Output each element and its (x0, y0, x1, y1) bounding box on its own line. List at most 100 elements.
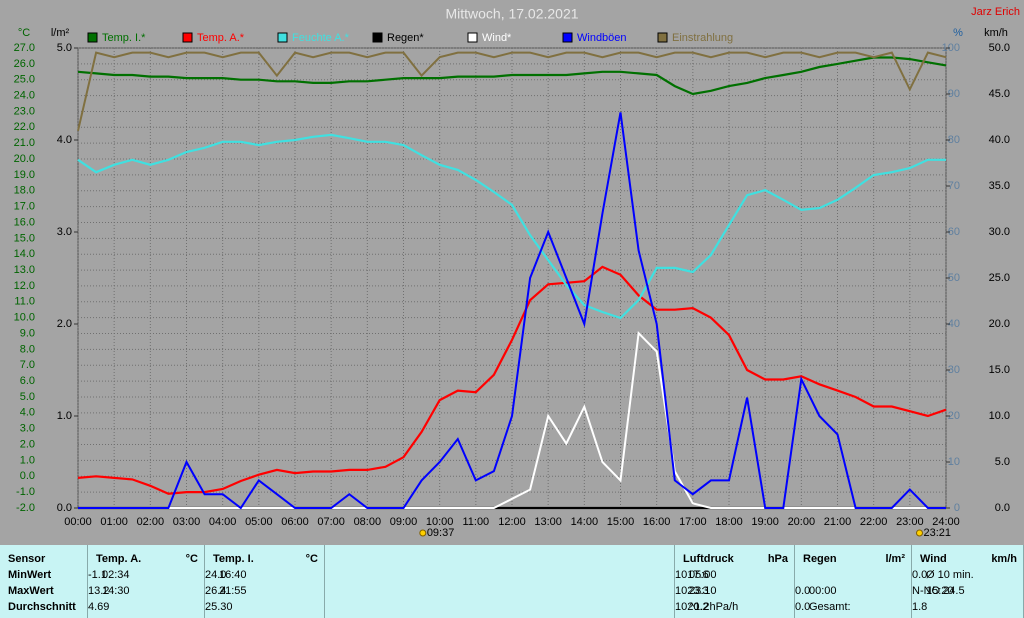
y-tick-label: 11.0 (14, 296, 35, 308)
table-cell: 00:00 (809, 585, 837, 597)
y-tick-label: 8.0 (20, 343, 35, 355)
legend-swatch (372, 32, 383, 43)
y-tick-label: 0.0 (57, 502, 72, 514)
table-cell: 1023.3 (675, 585, 709, 597)
table-section (325, 545, 675, 618)
y-tick-label: 60 (948, 226, 960, 238)
table-section: Temp. A. °C 02:34 -1.1 14:30 13.2 4.69 (88, 545, 205, 618)
legend-swatch (562, 32, 573, 43)
y-tick-label: 16.0 (14, 216, 35, 228)
table-cell: 02:34 (102, 569, 130, 581)
table-cell: 05:00 (689, 569, 717, 581)
y-tick-label: 10 (948, 456, 960, 468)
x-tick-label: 18:00 (715, 516, 743, 528)
x-tick-label: 15:00 (607, 516, 635, 528)
table-header: Wind (920, 553, 947, 565)
table-header: °C (305, 553, 318, 565)
y-tick-label: 18.0 (14, 185, 35, 197)
y-tick-label: 24.0 (14, 89, 35, 101)
table-cell: 25.30 (205, 601, 233, 613)
table-header: Regen (803, 553, 837, 565)
legend-swatch (182, 32, 193, 43)
y-tick-label: 15.0 (989, 364, 1010, 376)
table-header: l/m² (885, 553, 905, 565)
legend-label: Windböen (577, 32, 627, 44)
x-tick-label: 11:00 (462, 516, 489, 528)
x-tick-label: 12:00 (498, 516, 526, 528)
series-line (77, 56, 947, 96)
table-cell: 4.69 (88, 601, 110, 613)
y-tick-label: 6.0 (20, 375, 35, 387)
y-tick-label: 80 (948, 134, 960, 146)
y-tick-label: 12.0 (14, 280, 35, 292)
x-tick-label: 07:00 (317, 516, 345, 528)
y-tick-label: 10.0 (989, 410, 1010, 422)
table-cell: Durchschnitt (8, 601, 76, 613)
legend-label: Einstrahlung (672, 32, 733, 44)
unit-label: % (953, 27, 963, 39)
y-tick-label: 17.0 (14, 201, 35, 213)
unit-label: km/h (984, 27, 1008, 39)
y-tick-label: 70 (948, 180, 960, 192)
y-tick-label: 25.0 (14, 74, 35, 86)
y-tick-label: 27.0 (14, 42, 35, 54)
y-tick-label: 15.0 (14, 232, 35, 244)
series-line (77, 265, 947, 495)
legend-label: Wind* (482, 32, 512, 44)
y-tick-label: 0.0 (20, 470, 35, 482)
x-tick-label: 01:00 (100, 516, 128, 528)
x-tick-label: 04:00 (209, 516, 237, 528)
legend-swatch (467, 32, 478, 43)
table-cell: ^1.2hPa/h (689, 601, 739, 613)
x-tick-label: 10:00 (426, 516, 454, 528)
legend-swatch (277, 32, 288, 43)
y-tick-label: 50.0 (989, 42, 1010, 54)
table-cell: 26.4 (205, 585, 227, 597)
y-tick-label: 19.0 (14, 169, 35, 181)
legend-label: Temp. I.* (102, 32, 146, 44)
sun-marker (915, 529, 923, 537)
y-tick-label: 20.0 (989, 318, 1010, 330)
y-tick-label: 7.0 (20, 359, 35, 371)
y-tick-label: 23.0 (14, 105, 35, 117)
y-tick-label: 35.0 (989, 180, 1010, 192)
legend-label: Temp. A.* (197, 32, 245, 44)
x-tick-label: 19:00 (751, 516, 779, 528)
y-tick-label: 40 (948, 318, 960, 330)
table-cell: 13.2 (88, 585, 110, 597)
y-tick-label: -2.0 (16, 502, 35, 514)
legend-swatch (87, 32, 98, 43)
y-tick-label: 5.0 (995, 456, 1010, 468)
x-tick-label: 08:00 (354, 516, 382, 528)
x-tick-label: 00:00 (64, 516, 92, 528)
x-tick-label: 13:00 (534, 516, 562, 528)
y-tick-label: 14.0 (14, 248, 35, 260)
table-header: hPa (767, 553, 788, 565)
y-tick-label: 3.0 (20, 423, 35, 435)
x-tick-label: 20:00 (788, 516, 816, 528)
y-tick-label: 4.0 (20, 407, 35, 419)
table-cell: 21:55 (219, 585, 247, 597)
table-cell: 0.0 (795, 585, 811, 597)
table-cell: 0.0 (912, 569, 928, 581)
table-cell: 15:20 (926, 585, 954, 597)
y-tick-label: 26.0 (14, 58, 35, 70)
table-header: Sensor (8, 553, 46, 565)
table-cell: Gesamt: (809, 601, 851, 613)
table-header: Temp. I. (213, 553, 254, 565)
series-line (78, 112, 946, 510)
table-cell: 1020.2 (675, 601, 709, 613)
y-tick-label: 25.0 (989, 272, 1010, 284)
sun-time: 23:21 (923, 527, 951, 539)
legend-label: Feuchte A.* (292, 32, 350, 44)
x-tick-label: 14:00 (571, 516, 599, 528)
y-tick-label: 4.0 (57, 134, 72, 146)
y-tick-label: 50 (948, 272, 960, 284)
table-cell: 14:30 (102, 585, 130, 597)
x-tick-label: 02:00 (137, 516, 165, 528)
unit-label: l/m² (51, 27, 70, 39)
sun-time: 09:37 (427, 527, 455, 539)
table-cell: -1.1 (88, 569, 107, 581)
table-header: Temp. A. (96, 553, 142, 565)
